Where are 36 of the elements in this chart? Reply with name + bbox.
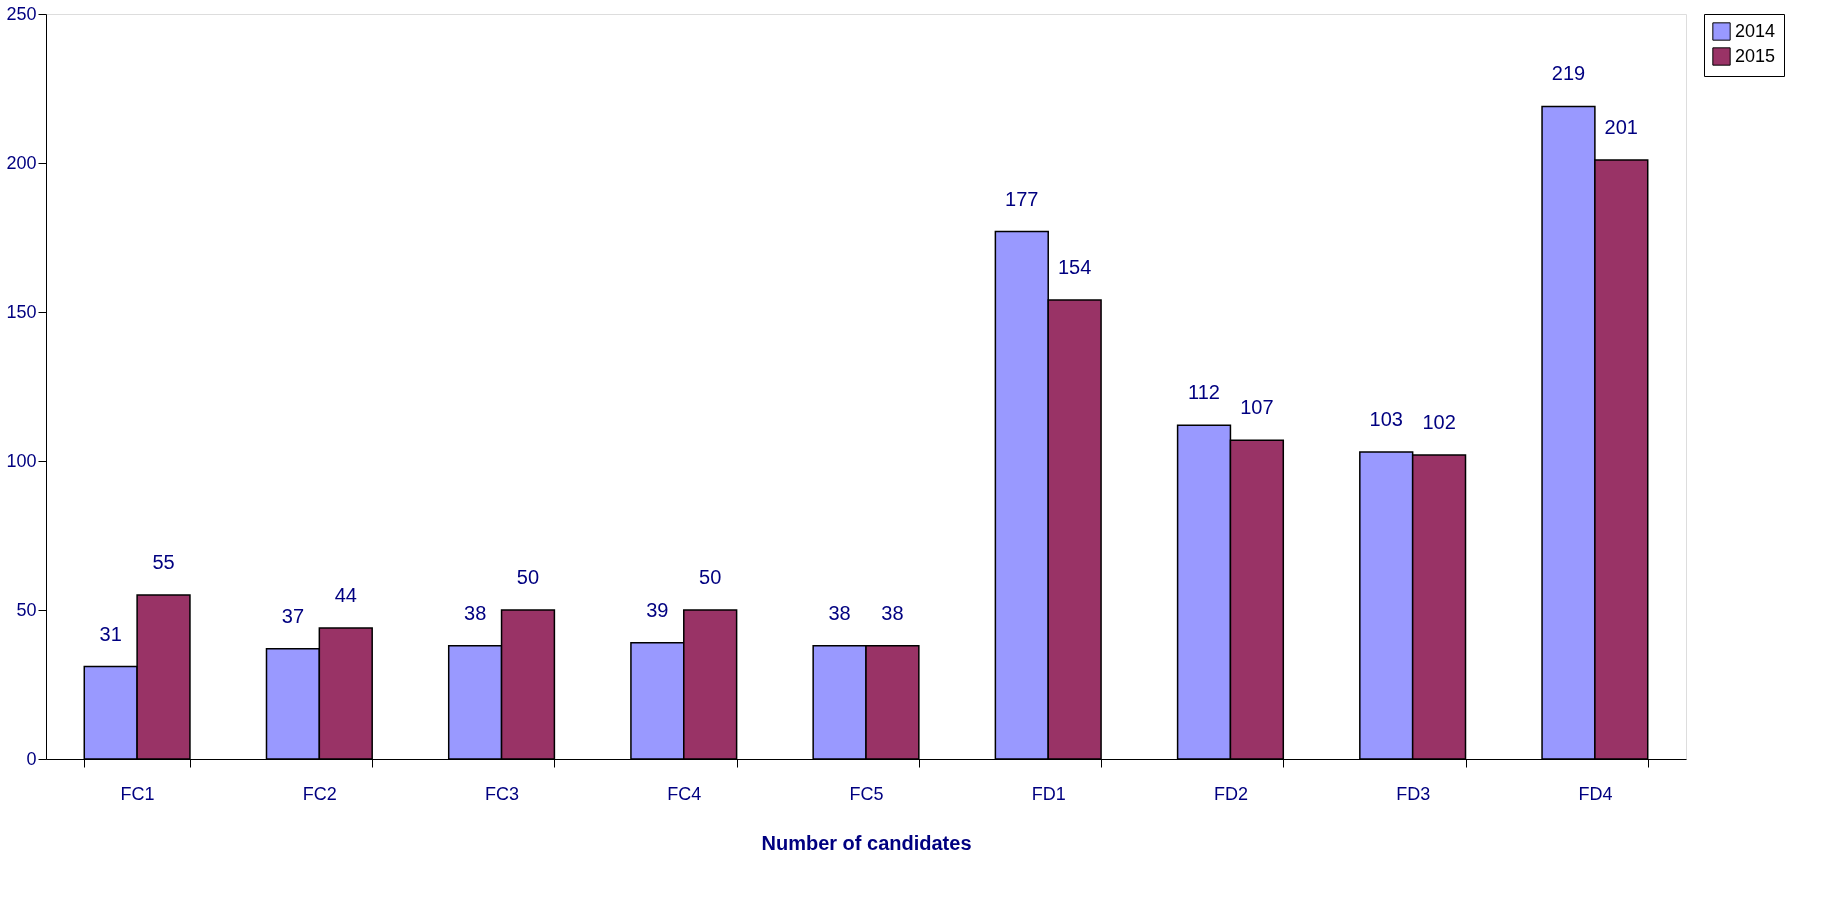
data-label: 39 [646, 598, 669, 621]
data-label: 37 [281, 604, 305, 627]
data-label: 55 [152, 551, 175, 574]
y-tick-label: 150 [6, 301, 37, 322]
x-tick-label: FC1 [120, 783, 155, 804]
x-tick-label: FC2 [302, 783, 337, 804]
data-label: 177 [1005, 187, 1039, 210]
x-tick-label: FC5 [849, 783, 884, 804]
data-label: 107 [1240, 396, 1274, 419]
x-axis-title: Number of candidates [761, 831, 972, 854]
data-label: 219 [1551, 62, 1586, 85]
data-label: 50 [516, 566, 540, 588]
data-label: 38 [464, 601, 487, 624]
data-label: 103 [1369, 408, 1403, 431]
x-tick-label: FD1 [1031, 783, 1066, 804]
y-tick-label: 100 [6, 450, 37, 471]
x-tick-label: FD4 [1578, 783, 1613, 804]
data-label: 112 [1188, 381, 1220, 404]
data-label: 50 [699, 566, 722, 588]
data-label: 201 [1604, 116, 1638, 139]
data-label: 44 [334, 583, 357, 606]
x-tick-label: FC3 [485, 783, 520, 804]
data-label: 38 [828, 601, 851, 624]
x-tick-label: FD3 [1396, 783, 1431, 804]
x-tick-label: FD2 [1213, 783, 1248, 804]
data-label: 38 [881, 601, 904, 624]
y-tick-label: 200 [6, 152, 37, 173]
data-label: 31 [99, 622, 122, 645]
data-label: 154 [1057, 256, 1092, 279]
legend-label: 2015 [1735, 45, 1776, 66]
legend-label: 2014 [1735, 20, 1776, 41]
y-tick-label: 0 [26, 748, 37, 769]
y-tick-label: 250 [6, 3, 37, 24]
x-tick-label: FC4 [667, 783, 702, 804]
y-tick-label: 50 [16, 599, 37, 620]
data-label: 102 [1422, 411, 1456, 434]
